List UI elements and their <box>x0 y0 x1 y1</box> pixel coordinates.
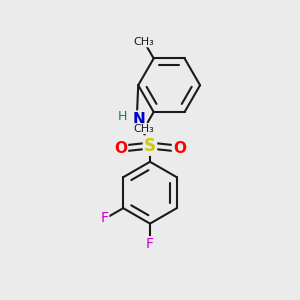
Text: N: N <box>133 112 146 127</box>
Text: O: O <box>114 141 127 156</box>
Text: S: S <box>144 136 156 154</box>
Text: F: F <box>100 211 108 225</box>
Text: O: O <box>173 141 186 156</box>
Text: CH₃: CH₃ <box>134 37 154 47</box>
Text: H: H <box>118 110 127 123</box>
Text: F: F <box>146 237 154 251</box>
Text: CH₃: CH₃ <box>134 124 154 134</box>
